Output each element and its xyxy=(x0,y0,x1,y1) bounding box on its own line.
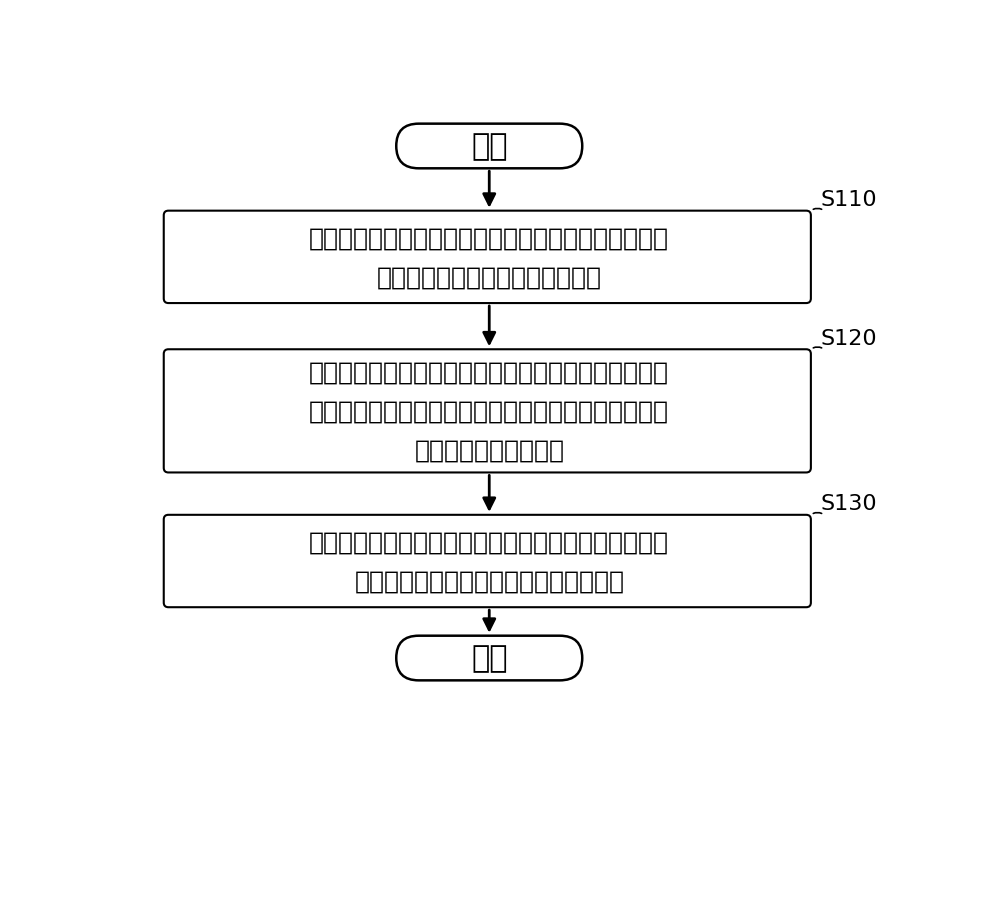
Text: S120: S120 xyxy=(820,329,877,349)
Text: 在门级网表中提取处于不同时钟域的各时钟之间的所有
时序路径，形成第一时序路径集合: 在门级网表中提取处于不同时钟域的各时钟之间的所有 时序路径，形成第一时序路径集合 xyxy=(309,226,669,289)
Text: 在所述第二时序路径集合中提取伪路径，其中，所述伪
路径中终止点的时钟不包含起始点的时钟: 在所述第二时序路径集合中提取伪路径，其中，所述伪 路径中终止点的时钟不包含起始点… xyxy=(309,530,669,593)
FancyBboxPatch shape xyxy=(164,349,811,473)
FancyArrowPatch shape xyxy=(813,348,822,349)
Text: 对所述第一时序路径集合中各时序路径的终止点的器件
属性进行分析，提取出终止点为时序器件的时序路径，
形成第二时序路径集合: 对所述第一时序路径集合中各时序路径的终止点的器件 属性进行分析，提取出终止点为时… xyxy=(309,360,669,462)
FancyArrowPatch shape xyxy=(813,209,822,210)
Text: S130: S130 xyxy=(820,494,877,514)
FancyBboxPatch shape xyxy=(164,516,811,608)
FancyBboxPatch shape xyxy=(164,211,811,303)
Text: 开始: 开始 xyxy=(471,133,508,162)
FancyBboxPatch shape xyxy=(396,125,582,169)
Text: S110: S110 xyxy=(820,190,877,209)
FancyArrowPatch shape xyxy=(813,513,822,514)
FancyBboxPatch shape xyxy=(396,636,582,681)
Text: 结束: 结束 xyxy=(471,644,508,673)
